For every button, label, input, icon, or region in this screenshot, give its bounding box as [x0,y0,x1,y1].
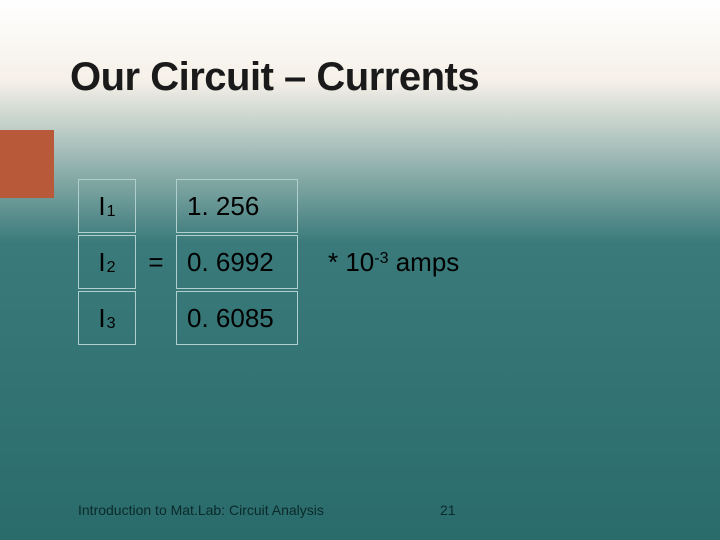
var-letter: I [98,191,105,222]
unit-suffix: amps [389,247,460,277]
value-cell: 0. 6085 [176,291,298,345]
unit-label: * 10-3 amps [328,247,459,278]
footer-text: Introduction to Mat.Lab: Circuit Analysi… [78,502,324,518]
slide: Our Circuit – Currents I1 1. 256 I2 = 0.… [0,0,720,540]
variable-cell: I3 [78,291,136,345]
variable-cell: I1 [78,179,136,233]
value-cell: 0. 6992 [176,235,298,289]
var-subscript: 1 [107,203,116,221]
variable-cell: I2 [78,235,136,289]
equation-block: I1 1. 256 I2 = 0. 6992 * 10-3 amps I3 0.… [78,178,459,346]
table-row: I3 0. 6085 [78,290,459,346]
table-row: I2 = 0. 6992 * 10-3 amps [78,234,459,290]
var-subscript: 3 [107,315,116,333]
var-letter: I [98,247,105,278]
value-cell: 1. 256 [176,179,298,233]
equals-sign: = [136,247,176,278]
var-letter: I [98,303,105,334]
page-number: 21 [440,502,456,518]
accent-bar [0,130,54,198]
slide-title: Our Circuit – Currents [70,55,479,100]
var-subscript: 2 [107,259,116,277]
unit-prefix: * 10 [328,247,374,277]
table-row: I1 1. 256 [78,178,459,234]
unit-exponent: -3 [374,250,388,267]
